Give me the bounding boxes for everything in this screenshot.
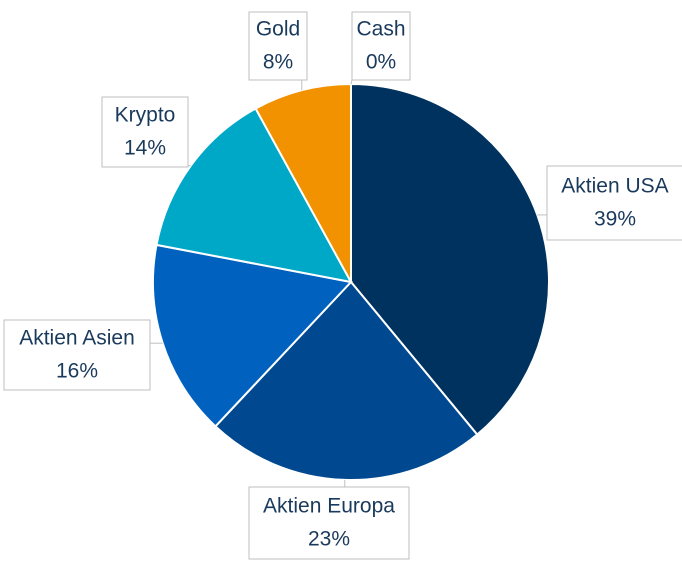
slice-label: Krypto (115, 104, 176, 127)
label-box (3, 319, 151, 391)
slice-label: Aktien Asien (19, 327, 135, 350)
label-box (101, 96, 189, 168)
pie-slice (155, 107, 353, 284)
pie-slice (152, 243, 353, 428)
label-box (248, 11, 308, 81)
label-box (351, 11, 411, 81)
label-box (546, 165, 682, 241)
slice-value-label: 14% (124, 137, 166, 160)
slice-label: Gold (256, 18, 300, 41)
slice-value-label: 8% (263, 51, 293, 74)
pie-slice (254, 82, 352, 283)
pie-slice (214, 280, 479, 481)
slice-label: Cash (356, 18, 405, 41)
slice-value-label: 0% (366, 51, 396, 74)
slice-value-label: 16% (56, 360, 98, 383)
label-box (248, 486, 410, 560)
callout-pointer (350, 79, 353, 85)
slice-label: Aktien USA (561, 175, 668, 198)
slice-value-label: 23% (308, 528, 350, 551)
slice-label: Aktien Europa (263, 495, 395, 518)
slice-value-label: 39% (594, 208, 636, 231)
